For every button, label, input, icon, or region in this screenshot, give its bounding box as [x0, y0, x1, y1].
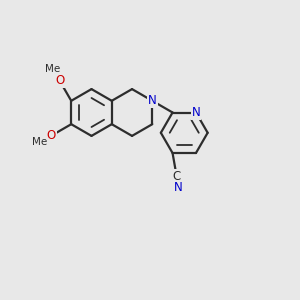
Text: N: N [148, 94, 157, 107]
Text: N: N [192, 106, 200, 119]
Text: Me: Me [32, 137, 47, 147]
Text: O: O [46, 129, 56, 142]
Text: C: C [172, 169, 181, 183]
Text: N: N [174, 181, 183, 194]
Text: O: O [55, 74, 64, 87]
Text: Me: Me [46, 64, 61, 74]
